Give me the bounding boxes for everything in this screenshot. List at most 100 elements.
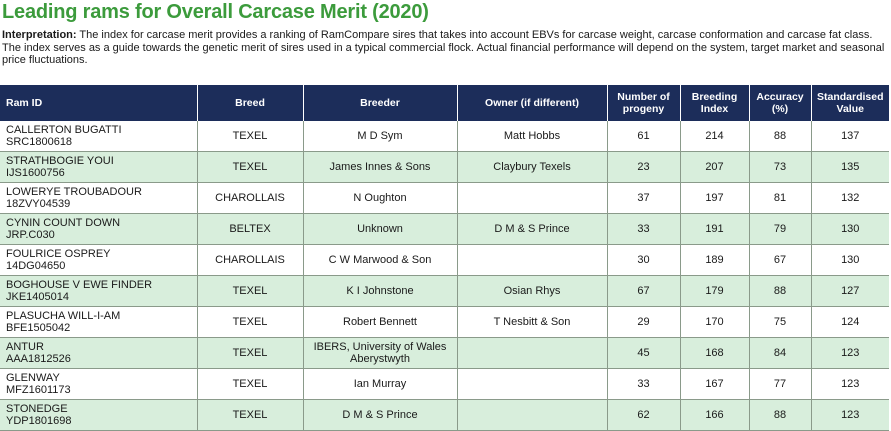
breeder-cell: K I Johnstone: [302, 275, 457, 307]
index: 197: [705, 192, 724, 204]
value-cell: 135: [810, 151, 889, 183]
breeder-cell: Robert Bennett: [302, 306, 457, 338]
accuracy-cell: 88: [748, 275, 811, 307]
ram-name: LOWERYE TROUBADOUR: [6, 186, 142, 198]
breeder-cell: IBERS, University of Wales Aberystwyth: [302, 337, 457, 369]
progeny-cell: 29: [606, 306, 680, 338]
accuracy-cell: 81: [748, 182, 811, 214]
index: 168: [705, 347, 724, 359]
table-row: FOULRICE OSPREY 14DG04650 CHAROLLAIS C W Ma…: [0, 244, 889, 276]
owner-cell: [456, 399, 607, 431]
progeny-cell: 23: [606, 151, 680, 183]
accuracy-cell: 88: [748, 121, 811, 152]
breeder-cell: Unknown: [302, 213, 457, 245]
value-cell: 123: [810, 368, 889, 400]
accuracy-cell: 77: [748, 368, 811, 400]
value-cell: 130: [810, 244, 889, 276]
table-row: PLASUCHA WILL-I-AM BFE1505042 TEXEL Robert …: [0, 306, 889, 338]
progeny: 29: [637, 316, 650, 328]
breed-cell: BELTEX: [196, 213, 303, 245]
breed: BELTEX: [229, 223, 271, 235]
table-row: BOGHOUSE V EWE FINDER JKE1405014 TEXEL K I …: [0, 275, 889, 307]
table-row: STONEDGE YDP1801698 TEXEL D M & S Prince 62 1…: [0, 399, 889, 431]
index: 166: [705, 409, 724, 421]
breed: TEXEL: [232, 378, 268, 390]
progeny-cell: 33: [606, 213, 680, 245]
progeny: 33: [637, 223, 650, 235]
ram-name: CYNIN COUNT DOWN: [6, 217, 121, 229]
value: 127: [841, 285, 860, 297]
interpretation-text: The index for carcase merit provides a r…: [2, 29, 885, 66]
breeder: M D Sym: [357, 130, 403, 142]
column-header: Owner (if different): [456, 85, 607, 121]
value: 135: [841, 161, 860, 173]
accuracy: 79: [773, 223, 787, 235]
table: Ram ID Breed Breeder Owner (if different) Nu…: [0, 85, 889, 431]
breeder-cell: C W Marwood & Son: [302, 244, 457, 276]
ram-id: BFE1505042: [6, 322, 71, 334]
breed: TEXEL: [232, 161, 268, 173]
title: Leading rams for Overall Carcase Merit (…: [2, 1, 429, 23]
index-cell: 191: [679, 213, 749, 245]
breed-cell: TEXEL: [196, 399, 303, 431]
ram-cell: ANTUR AAA1812526: [0, 337, 197, 369]
value-cell: 127: [810, 275, 889, 307]
owner-cell: Osian Rhys: [456, 275, 607, 307]
progeny-cell: 61: [606, 121, 680, 152]
progeny-cell: 33: [606, 368, 680, 400]
value: 132: [841, 192, 860, 204]
table-row: ANTUR AAA1812526 TEXEL IBERS, University of…: [0, 337, 889, 369]
ram-name: STONEDGE: [6, 403, 68, 415]
index: 189: [705, 254, 724, 266]
index-cell: 179: [679, 275, 749, 307]
ram-cell: STONEDGE YDP1801698: [0, 399, 197, 431]
column-header: Number of progeny: [606, 85, 680, 121]
breeder-cell: D M & S Prince: [302, 399, 457, 431]
accuracy-cell: 79: [748, 213, 811, 245]
breeder: Unknown: [357, 223, 403, 235]
owner: D M & S Prince: [494, 223, 570, 235]
accuracy: 73: [773, 161, 787, 173]
interpretation-label: Interpretation:: [2, 29, 77, 41]
table-row: CYNIN COUNT DOWN JRP.C030 BELTEX Unknown D M…: [0, 213, 889, 245]
value-cell: 123: [810, 337, 889, 369]
breed-cell: TEXEL: [196, 337, 303, 369]
breeder-cell: Ian Murray: [302, 368, 457, 400]
value: 130: [841, 254, 860, 266]
progeny-cell: 62: [606, 399, 680, 431]
column-header: Standardised Value: [810, 85, 889, 121]
ram-id: 14DG04650: [6, 260, 66, 272]
breed: TEXEL: [232, 285, 268, 297]
owner-cell: [456, 368, 607, 400]
accuracy-cell: 88: [748, 399, 811, 431]
ram-id: AAA1812526: [6, 353, 71, 365]
ram-cell: STRATHBOGIE YOUI IJS1600756: [0, 151, 197, 183]
value: 124: [841, 316, 860, 328]
progeny: 30: [637, 254, 650, 266]
value: 137: [841, 130, 860, 142]
accuracy: 88: [773, 285, 787, 297]
index-cell: 197: [679, 182, 749, 214]
breed: TEXEL: [232, 409, 268, 421]
index-cell: 166: [679, 399, 749, 431]
ram-id: MFZ1601173: [6, 384, 71, 396]
accuracy: 67: [773, 254, 787, 266]
value-cell: 132: [810, 182, 889, 214]
index: 179: [705, 285, 724, 297]
ram-cell: CYNIN COUNT DOWN JRP.C030: [0, 213, 197, 245]
breed-cell: TEXEL: [196, 121, 303, 152]
breeder: K I Johnstone: [346, 285, 414, 297]
table-row: STRATHBOGIE YOUI IJS1600756 TEXEL James Inn…: [0, 151, 889, 183]
index-cell: 168: [679, 337, 749, 369]
index-cell: 170: [679, 306, 749, 338]
value: 123: [841, 378, 860, 390]
breed-cell: CHAROLLAIS: [196, 182, 303, 214]
ram-id: JKE1405014: [6, 291, 69, 303]
index: 167: [705, 378, 724, 390]
ram-id: SRC1800618: [6, 136, 73, 148]
owner-cell: T Nesbitt & Son: [456, 306, 607, 338]
value: 123: [841, 409, 860, 421]
owner: Osian Rhys: [503, 285, 561, 297]
value-cell: 137: [810, 121, 889, 152]
breed-cell: TEXEL: [196, 368, 303, 400]
